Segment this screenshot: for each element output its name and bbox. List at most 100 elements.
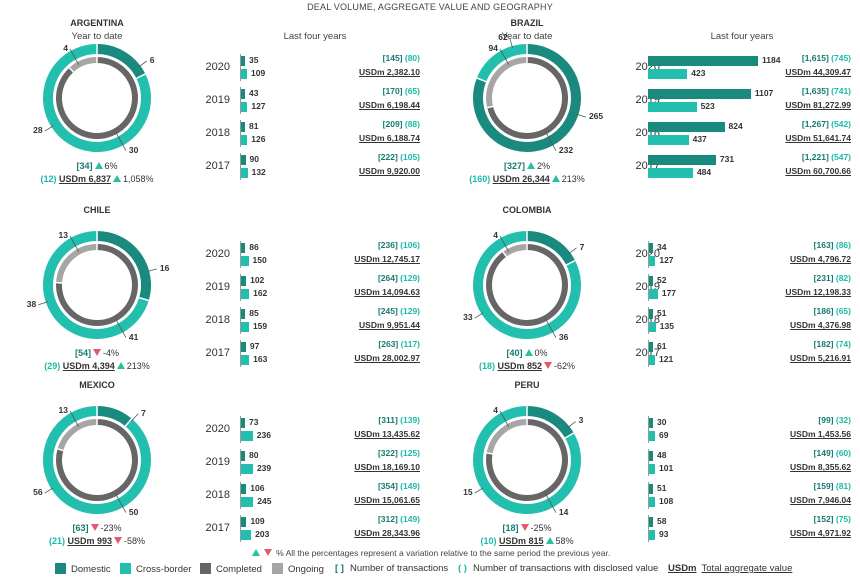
domestic-value-label: 3 (578, 415, 584, 426)
domestic-bar-value: 52 (657, 275, 667, 285)
up-triangle-icon (116, 362, 125, 369)
leader-line (509, 38, 513, 49)
donut-chart (43, 44, 151, 152)
year-aggregate-value: USDm 7,946.04 (731, 495, 851, 505)
cross-border-bar-value: 236 (256, 430, 271, 440)
segment-separator (124, 418, 133, 427)
disclosed-transactions: (75) (835, 514, 851, 524)
bar-axis (240, 274, 241, 301)
year-transactions: [170] (65) (300, 86, 420, 96)
completed-segment (487, 57, 568, 139)
year-aggregate-value: USDm 4,971.92 (731, 528, 851, 538)
year-transactions: [322] (125) (300, 448, 420, 458)
legend-symbol: ( ) (458, 563, 467, 574)
ytd-disclosed: (18) (478, 361, 498, 371)
legend-ongoing: Ongoing (272, 563, 324, 575)
legend-symbol: USDm (668, 563, 697, 574)
year-transactions: [182] (74) (731, 339, 851, 349)
year-aggregate-value: USDm 60,700.66 (731, 166, 851, 176)
bar-axis (240, 482, 241, 509)
cross-border-bar (648, 69, 688, 79)
year-aggregate-value: USDm 13,435.62 (300, 429, 420, 439)
domestic-bar (649, 517, 653, 527)
segment-separator (487, 105, 494, 109)
ytd-transactions-summary: [18] -25% (447, 523, 607, 533)
footnote: % All the percentages represent a variat… (0, 548, 860, 558)
aggregate-value-text: USDm 13,435.62 (354, 429, 420, 439)
domestic-bar-value: 48 (657, 450, 667, 460)
disclosed-transactions: (88) (404, 119, 420, 129)
disclosed-transactions: (81) (835, 481, 851, 491)
disclosed-transactions: (547) (831, 152, 851, 162)
leader-line (474, 312, 484, 319)
disclosed-transactions: (117) (400, 339, 420, 349)
legend-label: Cross-border (136, 564, 192, 575)
disclosed-transactions: (139) (400, 415, 420, 425)
domestic-bar (241, 484, 247, 494)
domestic-segment (96, 44, 146, 79)
down-triangle-icon (544, 362, 553, 369)
domestic-bar-value: 35 (249, 55, 259, 65)
total-transactions: [222] (377, 152, 401, 162)
leader-line (38, 301, 48, 306)
total-transactions: [322] (377, 448, 401, 458)
total-transactions: [209] (382, 119, 405, 129)
aggregate-value-text: USDm 9,920.00 (359, 166, 420, 176)
year-aggregate-value: USDm 14,094.63 (300, 287, 420, 297)
cross-border-bar-value: 108 (659, 496, 674, 506)
year-aggregate-value: USDm 51,641.74 (731, 133, 851, 143)
year-label: 2017 (205, 160, 230, 172)
year-aggregate-value: USDm 12,198.33 (731, 287, 851, 297)
domestic-bar (241, 89, 245, 99)
aggregate-value-text: USDm 14,094.63 (354, 287, 420, 297)
year-label: 2017 (205, 347, 230, 359)
cross-border-segment (473, 406, 581, 514)
leader-line (147, 268, 157, 272)
cross-border-segment (43, 231, 149, 339)
ongoing-value-label: 4 (493, 229, 499, 240)
year-aggregate-value: USDm 28,002.97 (300, 353, 420, 363)
year-transactions: [145] (80) (300, 53, 420, 63)
down-triangle-icon (263, 549, 272, 556)
domestic-bar (648, 155, 716, 165)
domestic-bar-value: 731 (719, 154, 735, 164)
country-title: BRAZIL (510, 18, 544, 28)
disclosed-transactions: (65) (404, 86, 420, 96)
domestic-value-label: 6 (149, 55, 155, 65)
year-aggregate-value: USDm 12,745.17 (300, 254, 420, 264)
bar-axis (648, 515, 649, 542)
cross-border-bar (241, 431, 253, 441)
country-title: ARGENTINA (70, 18, 124, 28)
legend-label: Number of transactions (349, 563, 449, 574)
cross-border-bar-value: 93 (659, 529, 669, 539)
total-transactions: [1,615] (801, 53, 832, 63)
total-transactions: [163] (813, 240, 836, 250)
domestic-bar (648, 56, 758, 66)
total-transactions: [354] (377, 481, 401, 491)
ytd-transactions-change: -23% (100, 523, 122, 533)
disclosed-transactions: (149) (400, 481, 420, 491)
cross-border-bar (649, 289, 658, 299)
domestic-segment (96, 406, 132, 427)
domestic-value-label: 265 (588, 111, 604, 122)
cross-border-bar-value: 135 (659, 321, 674, 331)
ytd-value-change: 1,058% (123, 174, 154, 184)
up-triangle-icon (251, 549, 260, 556)
cross-border-segment (476, 44, 528, 82)
domestic-bar-value: 61 (657, 341, 667, 351)
domestic-bar-value: 824 (728, 121, 743, 131)
completed-value-label: 36 (558, 331, 569, 342)
ytd-transactions: [63] (72, 523, 89, 533)
domestic-bar (241, 309, 246, 319)
year-label: 2019 (205, 456, 230, 468)
year-aggregate-value: USDm 15,061.65 (300, 495, 420, 505)
cross-border-bar (241, 69, 247, 79)
cross-border-bar-value: 484 (696, 167, 712, 177)
ytd-value-change: 213% (561, 174, 585, 184)
year-label: 2019 (205, 94, 230, 106)
disclosed-transactions: (74) (835, 339, 851, 349)
domestic-segment (526, 231, 576, 266)
cross-border-bar (241, 289, 250, 299)
segment-separator (476, 77, 487, 83)
domestic-bar-value: 109 (250, 516, 265, 526)
